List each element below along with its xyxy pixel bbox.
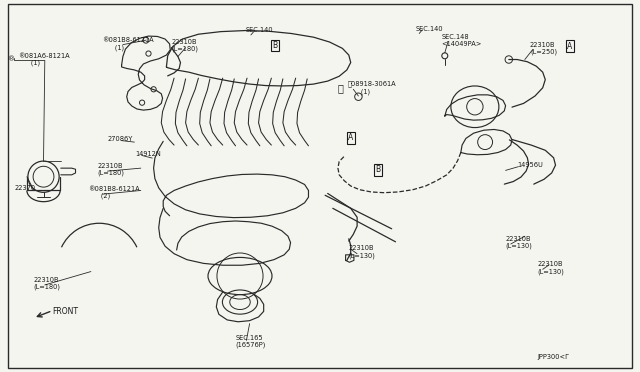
Text: 22310B
(L=180): 22310B (L=180) <box>97 163 124 176</box>
Text: 22310B
(L=180): 22310B (L=180) <box>172 39 198 52</box>
Text: ®081B8-6121A
      (2): ®081B8-6121A (2) <box>88 186 140 199</box>
Text: SEC.140: SEC.140 <box>246 27 273 33</box>
Text: 22310B
(L=130): 22310B (L=130) <box>349 246 376 259</box>
Text: FRONT: FRONT <box>52 307 79 316</box>
Text: 22310B
(L=250): 22310B (L=250) <box>530 42 557 55</box>
Text: ⓝ08918-3061A
      (1): ⓝ08918-3061A (1) <box>348 81 396 95</box>
Text: A: A <box>567 42 572 51</box>
Text: ⓝ: ⓝ <box>338 83 344 93</box>
Text: ®081B8-6121A
      (1): ®081B8-6121A (1) <box>102 37 154 51</box>
Text: 14912N: 14912N <box>136 151 161 157</box>
Text: SEC.148
<14049PA>: SEC.148 <14049PA> <box>442 35 482 47</box>
Text: 22310B
(L=130): 22310B (L=130) <box>506 236 532 249</box>
Text: 22310B
(L=180): 22310B (L=180) <box>33 277 60 290</box>
Text: JPP300<Γ: JPP300<Γ <box>538 354 570 360</box>
Text: 22310B
(L=130): 22310B (L=130) <box>538 261 564 275</box>
Text: 22370: 22370 <box>14 185 35 191</box>
Text: ®081A6-8121A
      (1): ®081A6-8121A (1) <box>18 53 70 66</box>
Text: 27086Y: 27086Y <box>108 136 133 142</box>
Text: SEC.140: SEC.140 <box>416 26 444 32</box>
Text: 14956U: 14956U <box>517 162 543 168</box>
Text: B: B <box>375 165 380 174</box>
Text: SEC.165
(16576P): SEC.165 (16576P) <box>236 335 266 348</box>
Text: A: A <box>348 133 353 142</box>
Text: ®: ® <box>8 57 15 62</box>
Text: B: B <box>273 41 278 50</box>
